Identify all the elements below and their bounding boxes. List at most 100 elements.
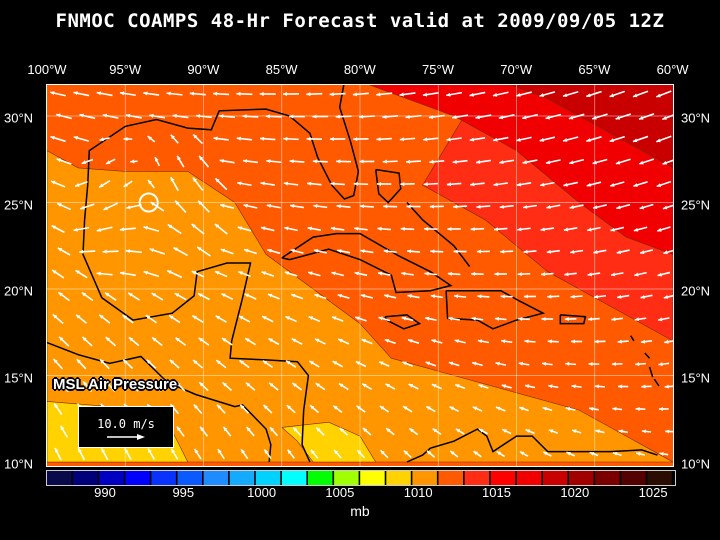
wind-vector [475,159,491,164]
wind-vector [191,314,204,324]
wind-vector [52,358,64,370]
wind-vector [431,383,442,390]
wind-vector [548,429,559,434]
wind-vector [501,428,512,435]
wind-vector [59,380,69,393]
wind-vector [376,137,392,142]
wind-vector [638,158,655,165]
wind-vector [259,91,276,96]
wind-vector [428,114,445,120]
wind-vector [616,249,630,255]
wind-vector [192,359,204,369]
wind-vector [352,92,369,97]
wind-vector [265,114,282,119]
wind-vector [495,406,506,412]
colorbar-label: 1020 [560,485,590,500]
wind-vector [75,314,88,324]
wind-vector [358,114,375,119]
wind-vector [634,317,647,322]
wind-vector [336,159,352,164]
wind-vector [635,362,646,367]
wind-vector [285,315,297,323]
wind-vector [495,361,507,366]
colorbar-swatch [229,471,255,485]
wind-vector [198,337,210,346]
wind-vector [308,315,321,323]
pressure-wind-map [46,84,674,467]
wind-vector [220,292,234,301]
wind-vector [267,248,281,255]
wind-vector [377,181,392,186]
wind-vector [191,223,205,235]
wind-vector [453,204,468,209]
wind-vector [402,405,413,413]
wind-vector [51,269,65,279]
wind-vector [290,293,304,300]
wind-vector [339,427,349,436]
colorbar-swatch [569,471,594,485]
wind-vector [542,406,553,412]
wind-vector [362,427,372,436]
wind-vector [143,91,160,96]
colorbar-swatch [464,471,490,485]
wind-vector [633,181,648,187]
wind-vector [518,316,530,321]
wind-vector [399,137,416,142]
wind-vector [382,114,399,119]
lat-label: 10°N [4,456,34,472]
wind-vector [500,294,513,299]
wind-vector [569,204,584,210]
wind-vector [56,202,72,211]
wind-vector [195,114,212,119]
wind-vector [238,270,251,278]
wind-vector [541,316,554,321]
wind-vector [478,428,489,435]
wind-vector [54,447,62,461]
wind-vector [401,271,414,276]
colorbar-swatch [125,471,150,485]
wind-vector [331,271,344,277]
wind-vector [174,337,187,346]
wind-vector [289,159,305,164]
wind-vector [475,114,492,120]
wind-vector [657,317,670,322]
wind-vector [333,449,342,459]
wind-vector [587,226,601,232]
wind-vector [260,226,275,232]
wind-vector [399,92,416,97]
wind-vector [123,180,133,188]
wind-vector [542,451,552,457]
wind-vector [196,246,211,257]
coastline [374,168,402,204]
wind-vector [638,113,655,120]
wind-vector [562,90,579,98]
wind-vector [548,384,559,389]
wind-vector [516,91,532,97]
wind-vector [446,182,462,187]
wind-vector [566,451,576,457]
wind-vector [290,248,304,254]
wind-vector [563,227,578,232]
wind-vector [336,204,351,209]
colorbar [46,470,676,486]
wind-vector [401,316,414,322]
wind-vector [56,158,72,165]
wind-scale-legend: 10.0 m/s [78,406,174,448]
wind-vector [96,226,113,232]
wind-vector [476,204,491,209]
wind-vector [501,339,513,344]
wind-vector [285,360,297,368]
wind-vector [313,248,327,254]
wind-vector [338,382,349,391]
wind-vector [81,291,94,302]
wind-vector [400,182,415,187]
wind-vector [329,137,346,142]
wind-vector [478,384,489,389]
wind-vector [126,204,142,210]
wind-vector [128,336,140,347]
wind-vector [539,91,556,97]
wind-vector [448,361,460,367]
colorbar-swatch [412,471,437,485]
wind-vector [383,249,397,254]
colorbar-swatch [151,471,176,485]
